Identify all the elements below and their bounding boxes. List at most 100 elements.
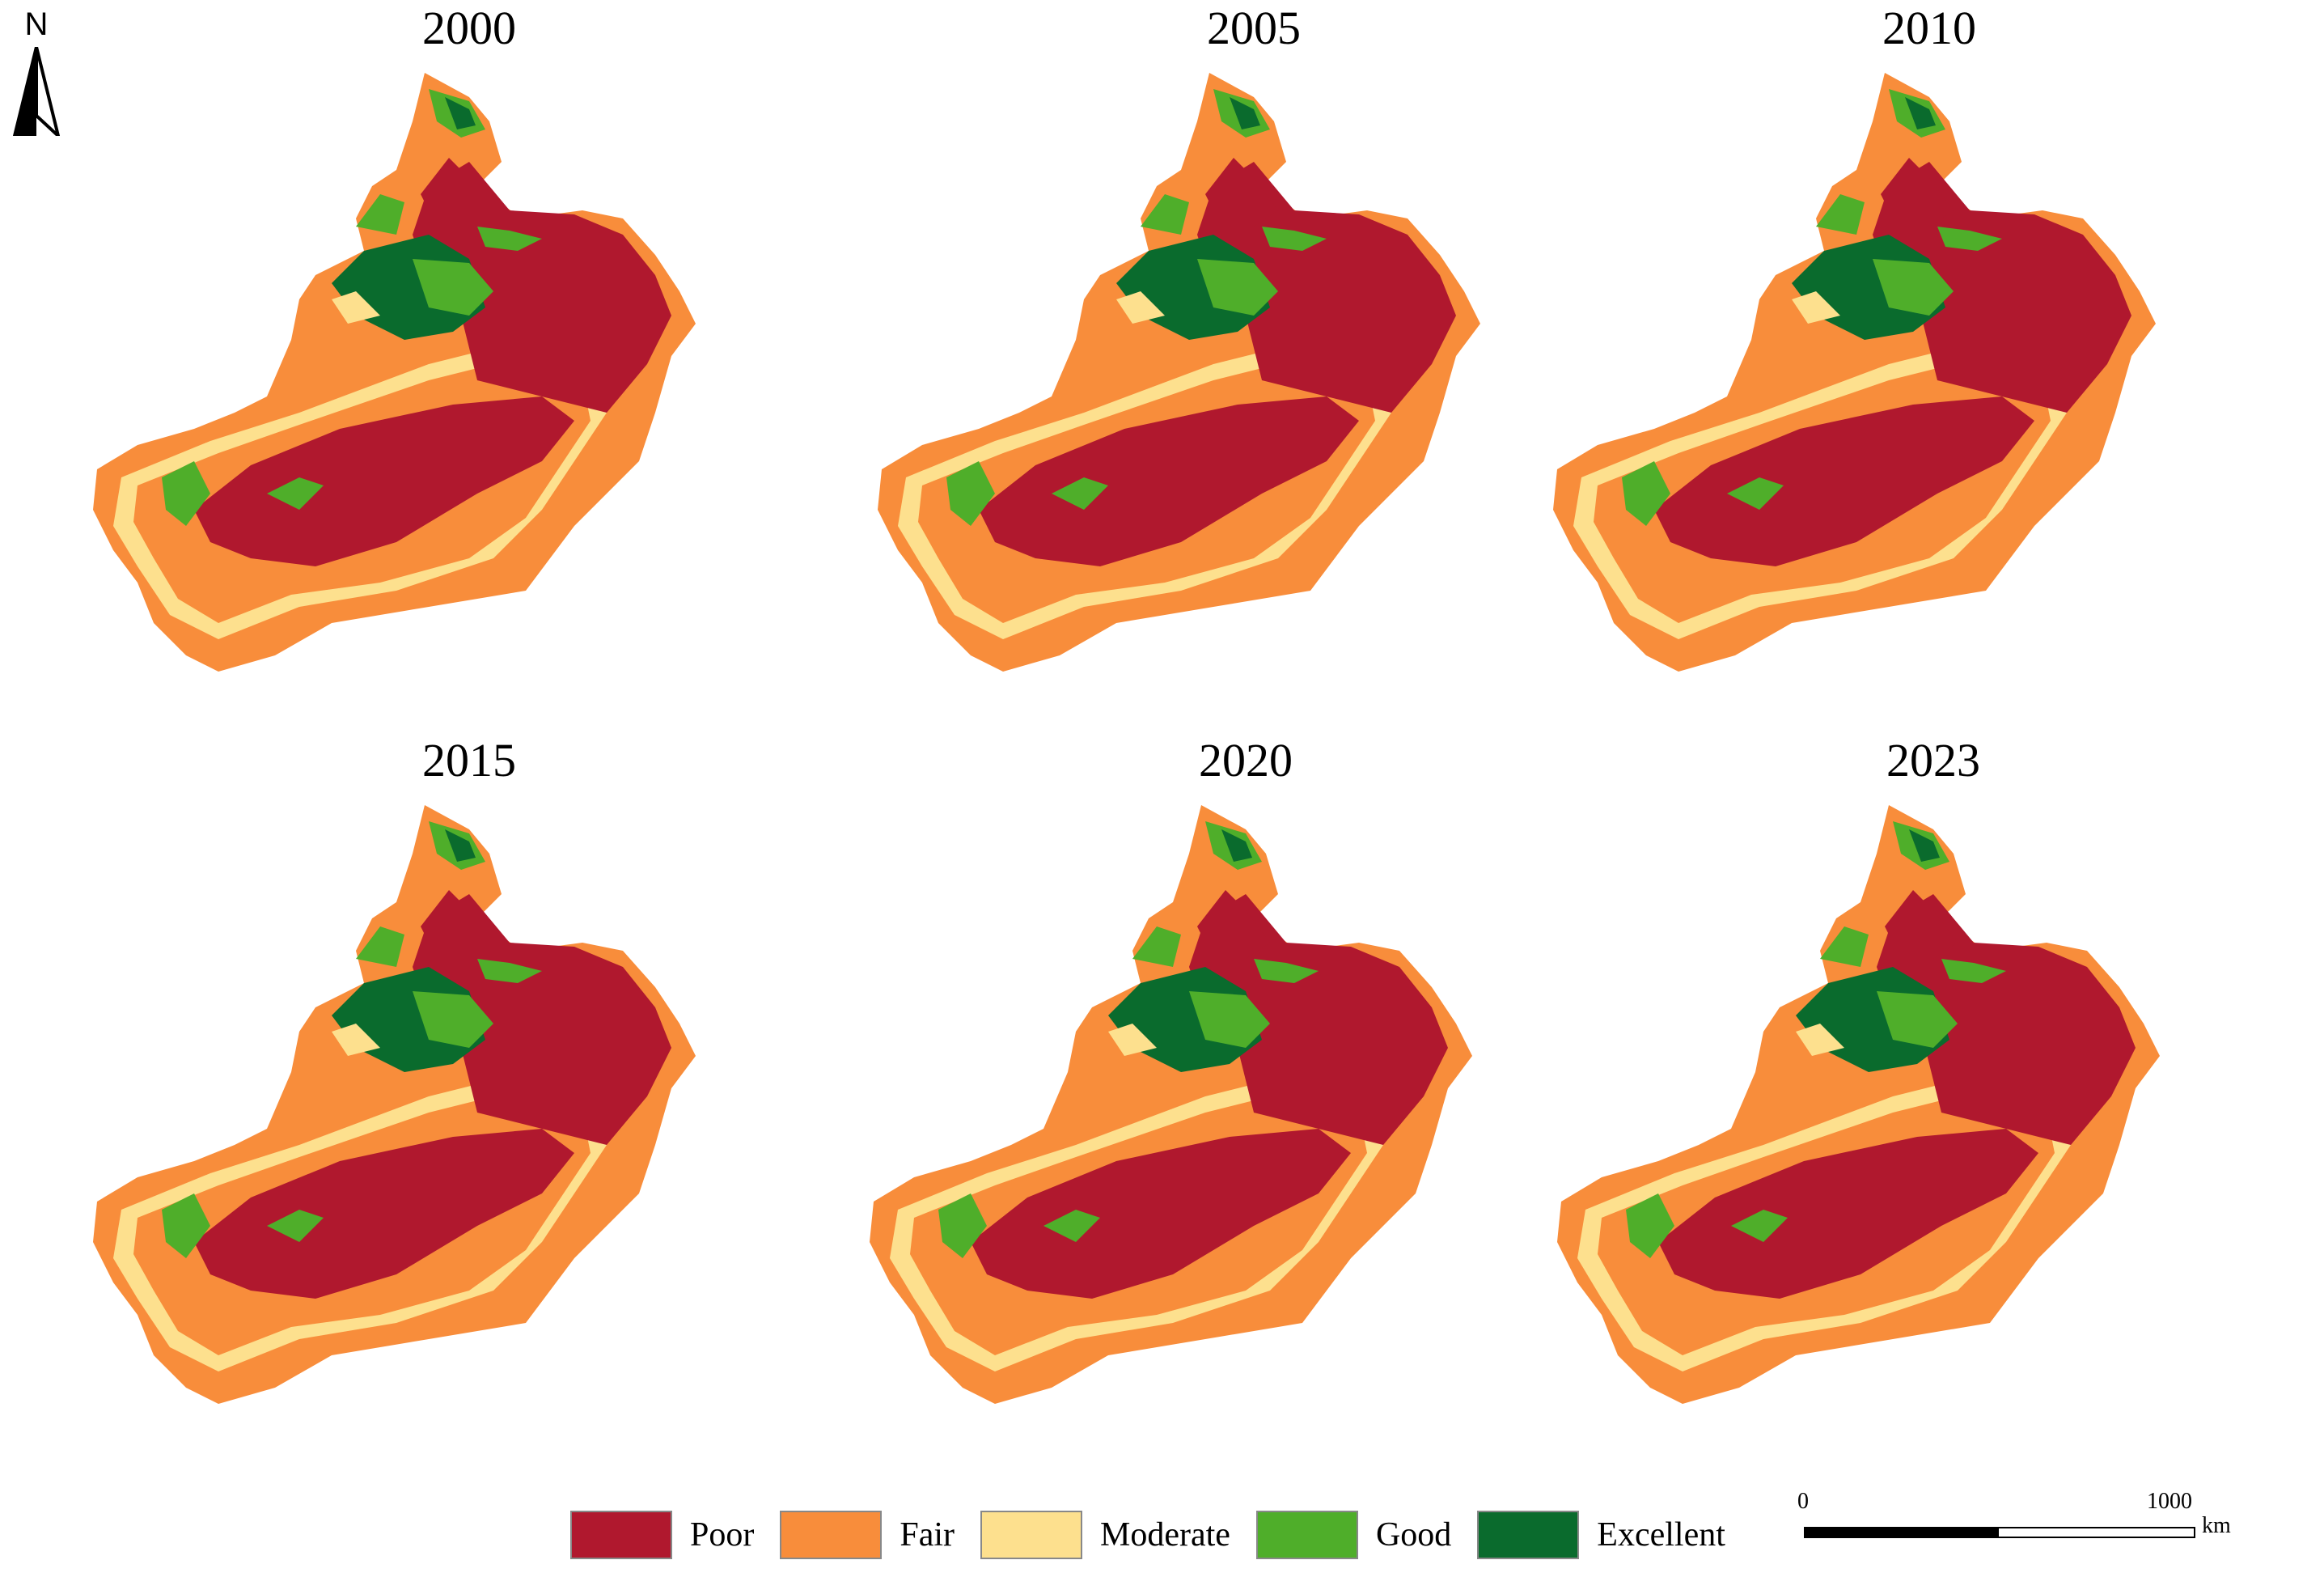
habitat-patch (1197, 259, 1278, 316)
panel-year-title: 2020 (1199, 734, 1293, 786)
habitat-patch (1132, 926, 1181, 967)
legend-label: Good (1375, 1516, 1452, 1554)
legend-label: Moderate (1100, 1516, 1230, 1554)
habitat-patch (1727, 477, 1784, 510)
habitat-patch (938, 1193, 987, 1258)
habitat-patch (1116, 291, 1165, 324)
habitat-patch (194, 396, 574, 566)
habitat-patch (1654, 396, 2034, 566)
scale-bar: 0 1000 km (1797, 1489, 2231, 1570)
habitat-patch (1622, 461, 1670, 526)
map-panel-4: 2015 (89, 732, 849, 1460)
legend-item-good: Good (1255, 1511, 1452, 1559)
habitat-quality-map (1553, 73, 2156, 672)
habitat-patch (1197, 162, 1456, 413)
habitat-patch (1205, 158, 1278, 227)
panel-year-title: 2005 (1207, 2, 1301, 54)
legend-swatch (980, 1511, 1083, 1559)
habitat-patch (162, 1193, 210, 1258)
scale-unit-label: km (2202, 1513, 2231, 1538)
panel-year-title: 2000 (422, 2, 516, 54)
habitat-quality-map (870, 805, 1472, 1404)
legend-swatch (780, 1511, 883, 1559)
panel-year-title: 2010 (1882, 2, 1976, 54)
legend: Poor Fair Moderate Good Excellent (570, 1507, 1751, 1563)
habitat-patch (1792, 291, 1840, 324)
habitat-patch (445, 829, 476, 862)
habitat-patch (1820, 926, 1869, 967)
legend-swatch (570, 1511, 672, 1559)
habitat-patch (356, 926, 404, 967)
habitat-patch (413, 259, 493, 316)
habitat-patch (1254, 959, 1319, 983)
habitat-patch (413, 894, 671, 1145)
habitat-quality-map (878, 73, 1480, 672)
north-arrow: N (8, 6, 65, 144)
habitat-patch (1905, 97, 1936, 129)
legend-label: Fair (900, 1516, 955, 1554)
habitat-patch (332, 291, 380, 324)
habitat-patch (413, 162, 671, 413)
habitat-patch (979, 396, 1359, 566)
scale-bar-graphic (1804, 1527, 2195, 1538)
habitat-quality-map (1557, 805, 2160, 1404)
map-panel-1: 2000 (89, 0, 849, 728)
habitat-patch (1731, 1210, 1788, 1242)
habitat-quality-map (93, 805, 696, 1404)
habitat-patch (162, 461, 210, 526)
panel-year-title: 2015 (422, 734, 516, 786)
habitat-patch (413, 991, 493, 1048)
habitat-patch (1043, 1210, 1100, 1242)
scale-start-label: 0 (1797, 1489, 1809, 1514)
habitat-patch (1816, 194, 1865, 235)
habitat-patch (1189, 991, 1270, 1048)
habitat-patch (1262, 227, 1327, 251)
habitat-patch (1221, 829, 1252, 862)
habitat-patch (1873, 162, 2131, 413)
habitat-patch (1937, 227, 2002, 251)
legend-item-fair: Fair (780, 1511, 955, 1559)
legend-swatch (1255, 1511, 1358, 1559)
habitat-patch (1909, 829, 1940, 862)
habitat-patch (421, 158, 493, 227)
habitat-patch (1141, 194, 1189, 235)
map-panel-2: 2005 (874, 0, 1634, 728)
map-panel-3: 2010 (1549, 0, 2309, 728)
habitat-patch (267, 477, 324, 510)
habitat-patch (356, 194, 404, 235)
legend-label: Excellent (1597, 1516, 1725, 1554)
habitat-patch (1108, 1024, 1157, 1056)
map-panel-6: 2023 (1553, 732, 2313, 1460)
habitat-patch (946, 461, 995, 526)
habitat-patch (1626, 1193, 1674, 1258)
legend-item-moderate: Moderate (980, 1511, 1230, 1559)
habitat-patch (971, 1129, 1351, 1299)
legend-item-excellent: Excellent (1477, 1511, 1725, 1559)
north-arrow-icon (12, 47, 61, 136)
habitat-patch (1877, 991, 1958, 1048)
north-label: N (24, 6, 49, 42)
habitat-patch (1658, 1129, 2038, 1299)
habitat-quality-map (93, 73, 696, 672)
habitat-patch (1873, 259, 1954, 316)
habitat-patch (1877, 894, 2136, 1145)
habitat-patch (332, 1024, 380, 1056)
habitat-patch (1796, 1024, 1844, 1056)
habitat-patch (1941, 959, 2006, 983)
legend-swatch (1477, 1511, 1580, 1559)
habitat-patch (1885, 890, 1958, 959)
habitat-patch (477, 959, 542, 983)
legend-item-poor: Poor (570, 1511, 754, 1559)
habitat-patch (1230, 97, 1260, 129)
habitat-patch (267, 1210, 324, 1242)
map-panel-5: 2020 (866, 732, 1626, 1460)
habitat-patch (1189, 894, 1448, 1145)
habitat-patch (1052, 477, 1108, 510)
habitat-patch (1197, 890, 1270, 959)
panel-year-title: 2023 (1886, 734, 1980, 786)
scale-end-label: 1000 (2147, 1489, 2192, 1514)
habitat-patch (194, 1129, 574, 1299)
habitat-patch (477, 227, 542, 251)
legend-label: Poor (690, 1516, 755, 1554)
habitat-patch (445, 97, 476, 129)
